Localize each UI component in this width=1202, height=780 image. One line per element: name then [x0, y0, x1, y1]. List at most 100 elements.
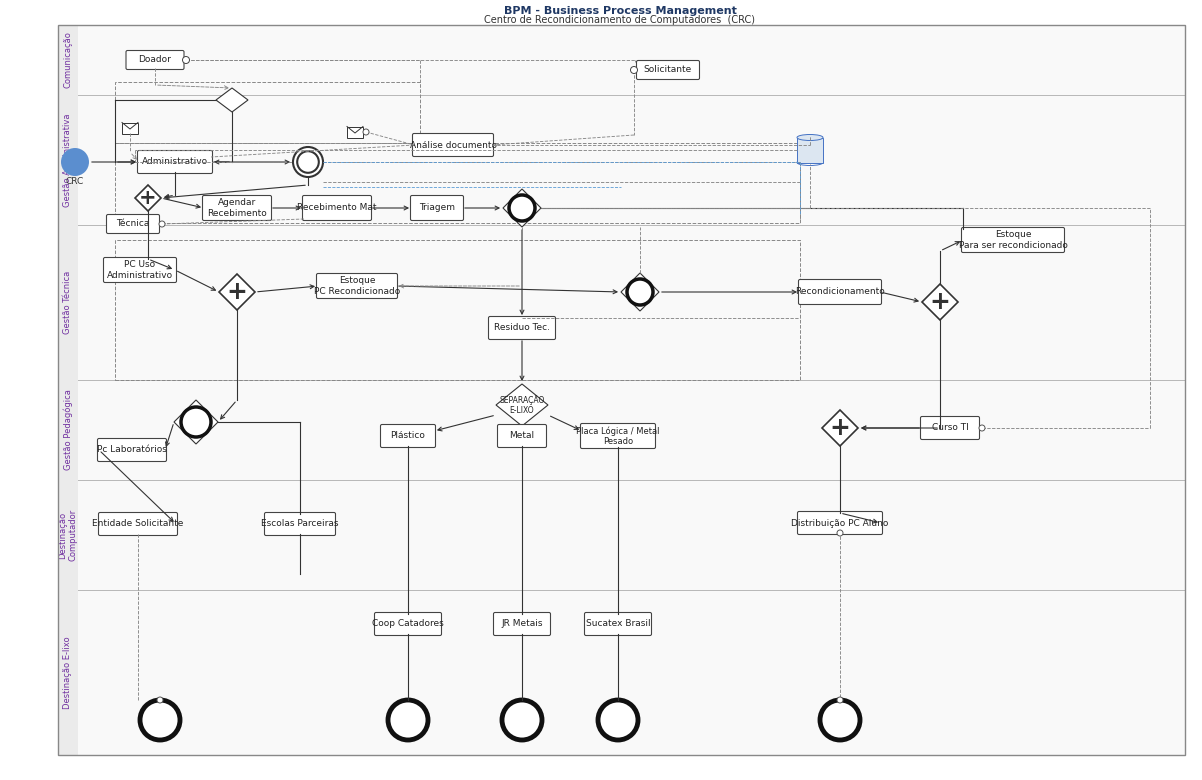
Text: Entidade Solicitante: Entidade Solicitante [93, 519, 184, 529]
FancyBboxPatch shape [107, 215, 160, 233]
Circle shape [363, 129, 369, 135]
Text: +: + [226, 280, 248, 304]
Text: SEPARAÇÃO
E-LIXO: SEPARAÇÃO E-LIXO [499, 395, 545, 415]
FancyBboxPatch shape [381, 424, 435, 448]
FancyBboxPatch shape [99, 512, 178, 536]
FancyBboxPatch shape [264, 512, 335, 536]
FancyBboxPatch shape [202, 196, 272, 221]
Text: +: + [929, 290, 951, 314]
FancyBboxPatch shape [347, 126, 363, 137]
Bar [58, 225, 78, 380]
Circle shape [157, 697, 163, 703]
Bar [58, 25, 78, 95]
Polygon shape [502, 189, 541, 227]
FancyBboxPatch shape [581, 424, 655, 448]
Text: Gestão Administrativa: Gestão Administrativa [64, 113, 72, 207]
Bar [58, 95, 78, 225]
Bar [58, 480, 78, 590]
Polygon shape [496, 384, 548, 426]
FancyBboxPatch shape [494, 612, 551, 636]
Text: Sucatex Brasil: Sucatex Brasil [585, 619, 650, 629]
Circle shape [293, 147, 323, 177]
Circle shape [502, 700, 542, 740]
Text: Gestão Pedagógica: Gestão Pedagógica [64, 389, 73, 470]
Bar [58, 25, 1185, 95]
Bar [58, 380, 78, 480]
Text: Estoque
Para ser recondicionado: Estoque Para ser recondicionado [958, 230, 1067, 250]
Text: +: + [829, 416, 851, 440]
Ellipse shape [797, 159, 823, 165]
Polygon shape [922, 284, 958, 320]
Text: Administrativo: Administrativo [142, 158, 208, 166]
Circle shape [61, 148, 89, 176]
Text: Metal: Metal [510, 431, 535, 441]
Ellipse shape [797, 134, 823, 140]
Polygon shape [219, 274, 255, 310]
Bar [58, 480, 1185, 590]
Text: Análise documento: Análise documento [410, 140, 496, 150]
Bar [58, 590, 1185, 755]
Text: Curso TI: Curso TI [932, 424, 969, 432]
Text: Solicitante: Solicitante [644, 66, 692, 75]
Text: Doador: Doador [138, 55, 172, 65]
FancyBboxPatch shape [126, 51, 184, 69]
FancyBboxPatch shape [637, 61, 700, 80]
Polygon shape [174, 400, 218, 444]
Circle shape [978, 425, 984, 431]
Text: Gestão Técnica: Gestão Técnica [64, 271, 72, 334]
Circle shape [627, 279, 653, 305]
FancyBboxPatch shape [103, 257, 177, 282]
Bar [58, 225, 1185, 380]
Text: CRC: CRC [66, 178, 84, 186]
Circle shape [599, 700, 638, 740]
Text: Escolas Parceiras: Escolas Parceiras [261, 519, 339, 529]
FancyBboxPatch shape [121, 122, 138, 133]
Circle shape [388, 700, 428, 740]
Text: Triagem: Triagem [419, 204, 456, 212]
Text: Placa Lógica / Metal
Pesado: Placa Lógica / Metal Pesado [576, 426, 660, 446]
Circle shape [837, 697, 843, 703]
FancyBboxPatch shape [137, 151, 213, 173]
FancyBboxPatch shape [498, 424, 547, 448]
FancyBboxPatch shape [488, 317, 555, 339]
Text: Agendar
Recebimento: Agendar Recebimento [207, 198, 267, 218]
Circle shape [631, 66, 637, 73]
Text: +: + [139, 188, 156, 208]
FancyBboxPatch shape [798, 279, 881, 304]
Polygon shape [621, 273, 659, 311]
Bar [58, 380, 1185, 480]
Text: Destinação
Computador: Destinação Computador [59, 509, 78, 561]
Text: Comunicação: Comunicação [64, 31, 72, 88]
Polygon shape [216, 88, 248, 112]
Circle shape [182, 407, 212, 437]
Bar [58, 590, 78, 755]
Text: Destinação E-lixo: Destinação E-lixo [64, 636, 72, 709]
FancyBboxPatch shape [375, 612, 441, 636]
Text: Centro de Recondicionamento de Computadores  (CRC): Centro de Recondicionamento de Computado… [484, 15, 756, 25]
FancyBboxPatch shape [797, 512, 882, 534]
Text: Residuo Tec.: Residuo Tec. [494, 324, 551, 332]
Text: Recebimento Mat: Recebimento Mat [297, 204, 376, 212]
Text: Estoque
PC Recondicionado: Estoque PC Recondicionado [314, 276, 400, 296]
FancyBboxPatch shape [316, 274, 398, 299]
FancyBboxPatch shape [97, 438, 167, 462]
Text: JR Metais: JR Metais [501, 619, 543, 629]
Circle shape [508, 195, 535, 221]
FancyBboxPatch shape [962, 228, 1065, 253]
Text: Coop Catadores: Coop Catadores [373, 619, 444, 629]
FancyBboxPatch shape [584, 612, 651, 636]
Circle shape [297, 151, 319, 173]
Circle shape [837, 530, 843, 536]
Text: Plástico: Plástico [391, 431, 426, 441]
FancyBboxPatch shape [797, 137, 823, 162]
Text: Técnica: Técnica [117, 219, 150, 229]
Polygon shape [822, 410, 858, 446]
Text: BPM - Business Process Management: BPM - Business Process Management [504, 6, 737, 16]
Text: PC Uso
Administrativo: PC Uso Administrativo [107, 261, 173, 280]
Text: Pc Laboratórios: Pc Laboratórios [97, 445, 167, 455]
FancyBboxPatch shape [411, 196, 464, 221]
Circle shape [139, 700, 180, 740]
Circle shape [820, 700, 859, 740]
FancyBboxPatch shape [412, 133, 494, 157]
Text: Recondicionamento: Recondicionamento [796, 288, 885, 296]
